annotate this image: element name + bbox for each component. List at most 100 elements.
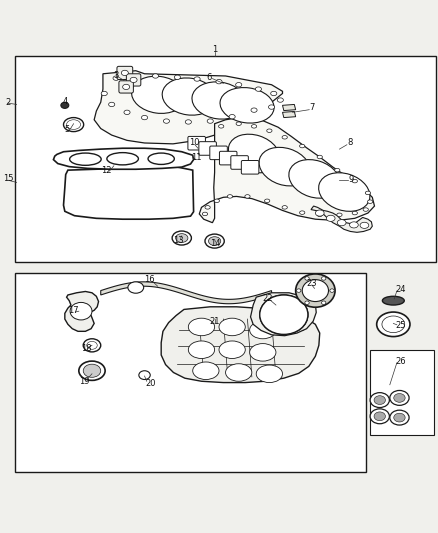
Text: 13: 13 <box>173 236 184 245</box>
Ellipse shape <box>236 83 242 87</box>
Ellipse shape <box>152 74 159 78</box>
Ellipse shape <box>207 119 213 123</box>
FancyBboxPatch shape <box>241 160 259 174</box>
Ellipse shape <box>382 296 404 305</box>
Polygon shape <box>101 282 272 304</box>
Ellipse shape <box>131 76 137 80</box>
Ellipse shape <box>70 302 92 320</box>
Ellipse shape <box>305 301 309 304</box>
Ellipse shape <box>352 211 357 215</box>
Ellipse shape <box>107 152 138 165</box>
Ellipse shape <box>271 91 277 96</box>
Ellipse shape <box>113 76 119 80</box>
Text: 8: 8 <box>348 139 353 148</box>
Ellipse shape <box>321 301 326 304</box>
Ellipse shape <box>205 234 224 248</box>
Ellipse shape <box>268 105 275 109</box>
Ellipse shape <box>219 125 224 128</box>
Ellipse shape <box>289 159 340 198</box>
Ellipse shape <box>229 115 235 119</box>
Ellipse shape <box>365 191 371 195</box>
Ellipse shape <box>185 120 191 124</box>
Ellipse shape <box>277 98 283 102</box>
Ellipse shape <box>317 155 322 159</box>
Text: 19: 19 <box>79 377 89 386</box>
Ellipse shape <box>394 393 405 402</box>
FancyBboxPatch shape <box>210 146 227 159</box>
Ellipse shape <box>390 391 409 405</box>
Text: 9: 9 <box>349 175 354 184</box>
Text: 17: 17 <box>68 306 79 315</box>
Ellipse shape <box>162 78 216 115</box>
Ellipse shape <box>121 70 128 76</box>
Ellipse shape <box>124 110 130 115</box>
FancyBboxPatch shape <box>126 74 141 86</box>
Text: 14: 14 <box>210 239 221 248</box>
Ellipse shape <box>360 222 369 229</box>
Text: 12: 12 <box>101 166 111 175</box>
Ellipse shape <box>300 211 305 214</box>
Polygon shape <box>251 293 316 336</box>
Ellipse shape <box>382 316 405 333</box>
Ellipse shape <box>352 179 357 183</box>
Ellipse shape <box>370 409 389 424</box>
Ellipse shape <box>300 144 305 148</box>
Ellipse shape <box>64 118 84 132</box>
Polygon shape <box>283 111 296 118</box>
Ellipse shape <box>260 295 308 334</box>
Ellipse shape <box>267 129 272 133</box>
Ellipse shape <box>367 200 373 204</box>
Text: 3: 3 <box>113 70 119 79</box>
Text: 26: 26 <box>396 358 406 367</box>
Ellipse shape <box>255 87 261 91</box>
Ellipse shape <box>141 115 148 120</box>
Ellipse shape <box>214 199 219 203</box>
Polygon shape <box>94 71 283 144</box>
Bar <box>370 350 434 435</box>
Ellipse shape <box>79 361 105 381</box>
Ellipse shape <box>296 274 335 307</box>
Text: 22: 22 <box>262 294 272 303</box>
Text: 1: 1 <box>212 45 217 54</box>
Ellipse shape <box>245 195 250 198</box>
Text: 15: 15 <box>3 174 13 183</box>
Ellipse shape <box>219 318 245 336</box>
Ellipse shape <box>363 208 368 211</box>
Text: 10: 10 <box>189 139 199 148</box>
Text: 4: 4 <box>62 98 67 106</box>
Ellipse shape <box>326 215 335 221</box>
Ellipse shape <box>259 147 311 186</box>
Ellipse shape <box>83 339 101 352</box>
Ellipse shape <box>377 312 410 336</box>
Ellipse shape <box>174 75 180 79</box>
Ellipse shape <box>266 300 301 329</box>
Text: 24: 24 <box>396 285 406 294</box>
Polygon shape <box>65 292 99 332</box>
Text: 25: 25 <box>396 321 406 330</box>
Ellipse shape <box>260 295 308 334</box>
Ellipse shape <box>131 76 186 114</box>
Ellipse shape <box>176 233 188 243</box>
Ellipse shape <box>70 153 101 165</box>
Text: 2: 2 <box>5 98 11 107</box>
Ellipse shape <box>163 119 170 123</box>
Ellipse shape <box>394 413 405 422</box>
Ellipse shape <box>318 173 370 211</box>
FancyBboxPatch shape <box>219 151 237 165</box>
Ellipse shape <box>335 168 340 172</box>
Ellipse shape <box>139 371 150 379</box>
Ellipse shape <box>321 277 326 280</box>
Ellipse shape <box>220 87 274 123</box>
Ellipse shape <box>370 393 389 408</box>
Ellipse shape <box>250 321 276 339</box>
Text: 23: 23 <box>307 279 317 288</box>
Ellipse shape <box>305 277 309 280</box>
Ellipse shape <box>219 341 245 359</box>
Ellipse shape <box>216 79 222 84</box>
FancyBboxPatch shape <box>117 66 133 79</box>
Ellipse shape <box>67 120 81 130</box>
Ellipse shape <box>83 364 101 377</box>
Ellipse shape <box>282 135 287 139</box>
Ellipse shape <box>317 213 322 216</box>
Ellipse shape <box>390 410 409 425</box>
